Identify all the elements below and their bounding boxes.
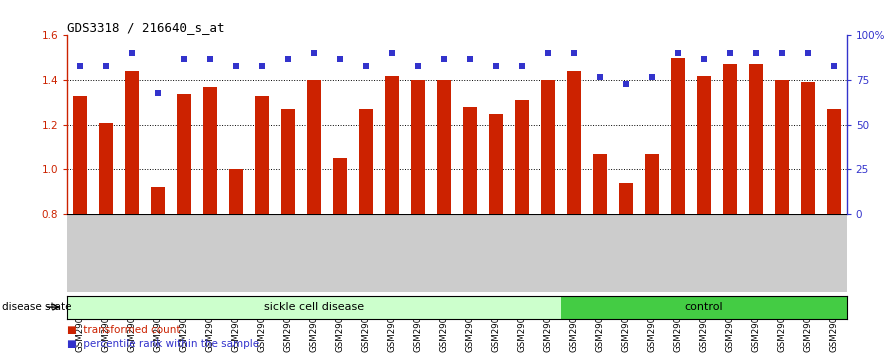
Bar [67,296,561,319]
Bar [827,109,840,214]
Point [306,50,321,56]
Point [722,50,737,56]
Bar [385,76,399,214]
Bar [619,183,633,214]
Bar [515,100,529,214]
Point [384,50,399,56]
Point [774,50,788,56]
Point [99,63,113,69]
Bar [801,82,814,214]
Bar [151,187,165,214]
Bar [437,80,451,214]
Point [514,63,529,69]
Bar [463,107,477,214]
Bar [411,80,425,214]
Point [670,50,685,56]
Point [410,63,425,69]
Bar [125,71,139,214]
Point [592,74,607,79]
Bar [645,154,659,214]
Point [228,63,243,69]
Bar [203,87,217,214]
Point [748,50,762,56]
Bar [697,76,711,214]
Point [566,50,581,56]
Point [202,56,217,62]
Bar [177,93,191,214]
Point [280,56,295,62]
Point [644,74,659,79]
Text: ■  percentile rank within the sample: ■ percentile rank within the sample [67,339,259,349]
Text: disease state: disease state [2,302,72,312]
Bar [541,80,555,214]
Bar [255,96,269,214]
Bar [307,80,321,214]
Text: control: control [685,302,723,312]
Point [151,90,165,96]
Point [826,63,840,69]
Point [540,50,555,56]
Bar [561,296,847,319]
Bar [567,71,581,214]
Point [177,56,191,62]
Bar [489,114,503,214]
Bar [281,109,295,214]
Point [73,63,88,69]
Bar [229,170,243,214]
Bar [73,96,87,214]
Point [436,56,451,62]
Bar [333,158,347,214]
Point [800,50,814,56]
Point [358,63,373,69]
Point [462,56,477,62]
Bar [775,80,788,214]
Text: sickle cell disease: sickle cell disease [264,302,364,312]
Point [125,50,140,56]
Bar [359,109,373,214]
Point [332,56,347,62]
Point [488,63,503,69]
Bar [671,58,685,214]
Point [254,63,269,69]
Point [618,81,633,86]
Text: GDS3318 / 216640_s_at: GDS3318 / 216640_s_at [67,21,225,34]
Bar [99,122,113,214]
Text: ■  transformed count: ■ transformed count [67,325,181,335]
Bar [593,154,607,214]
Point [696,56,711,62]
Bar [749,64,762,214]
Bar [723,64,737,214]
